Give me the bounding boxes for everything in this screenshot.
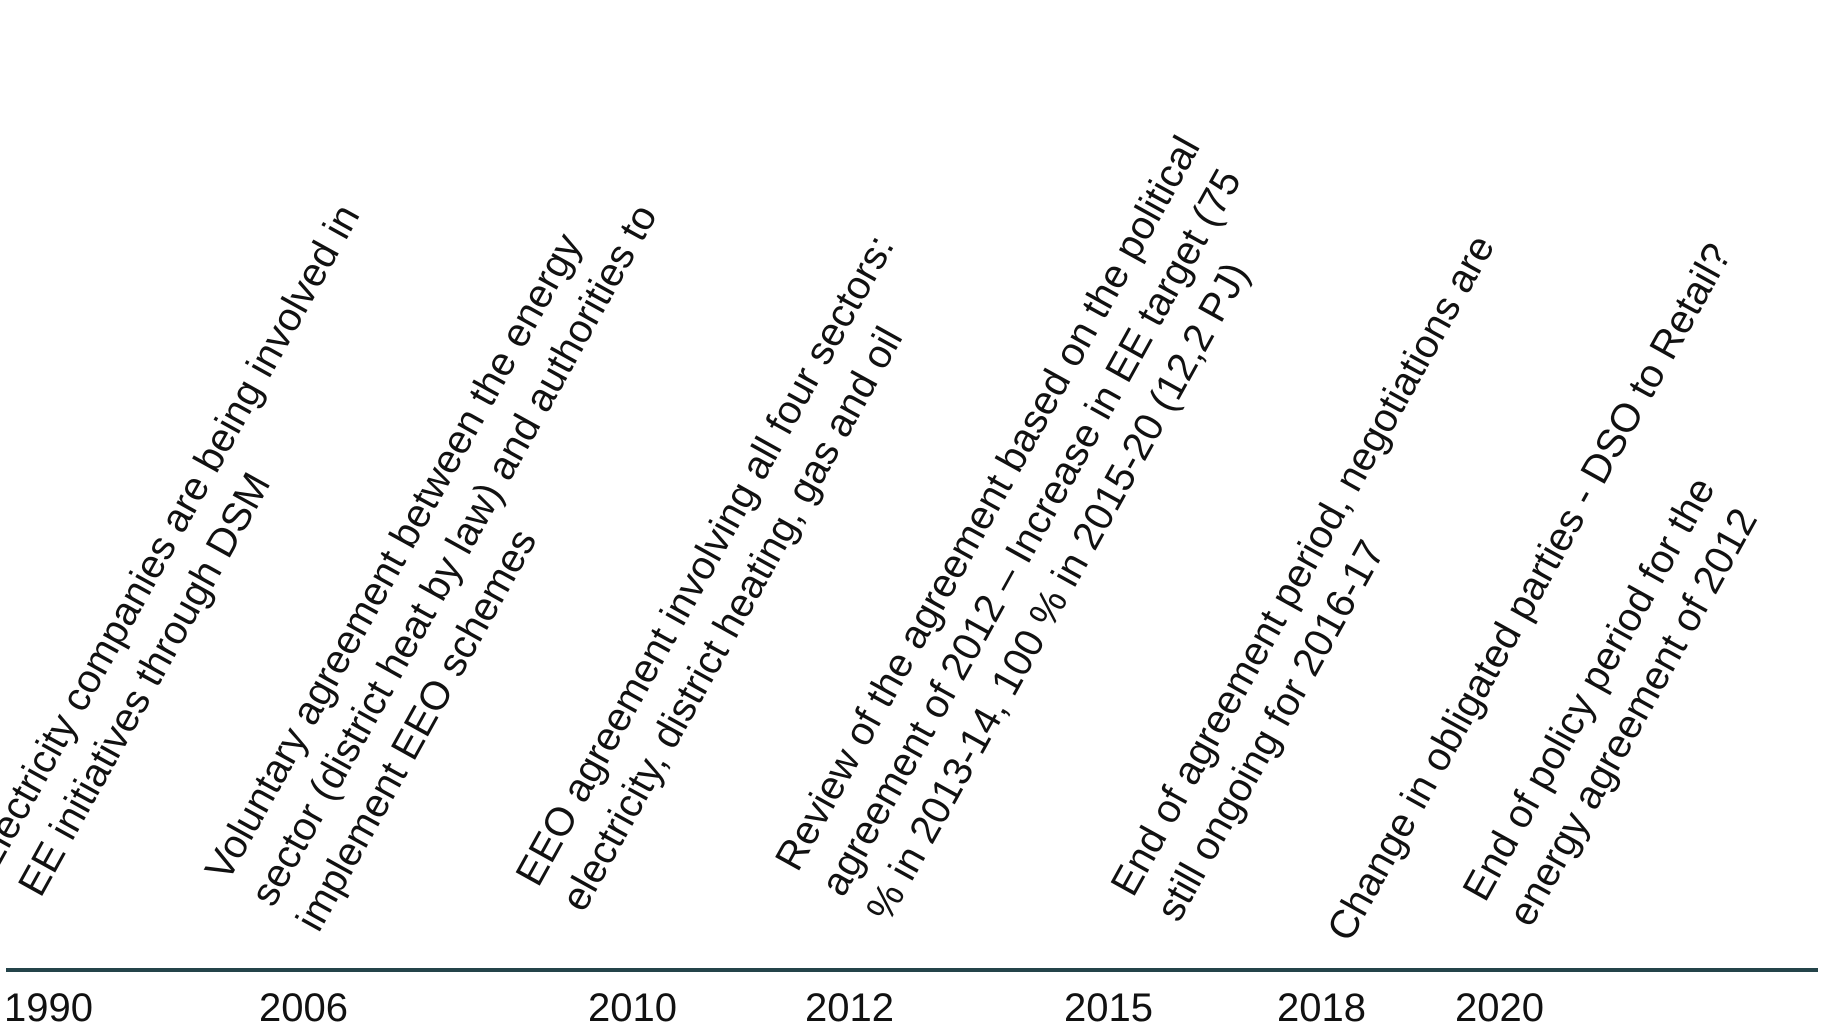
year-label-1990: 1990 [4,986,93,1030]
year-label-2006: 2006 [259,986,348,1030]
year-label-2012: 2012 [805,986,894,1030]
year-label-2020: 2020 [1455,986,1544,1030]
year-label-2010: 2010 [588,986,677,1030]
year-label-2015: 2015 [1064,986,1153,1030]
timeline-axis [6,968,1818,972]
year-label-2018: 2018 [1277,986,1366,1030]
